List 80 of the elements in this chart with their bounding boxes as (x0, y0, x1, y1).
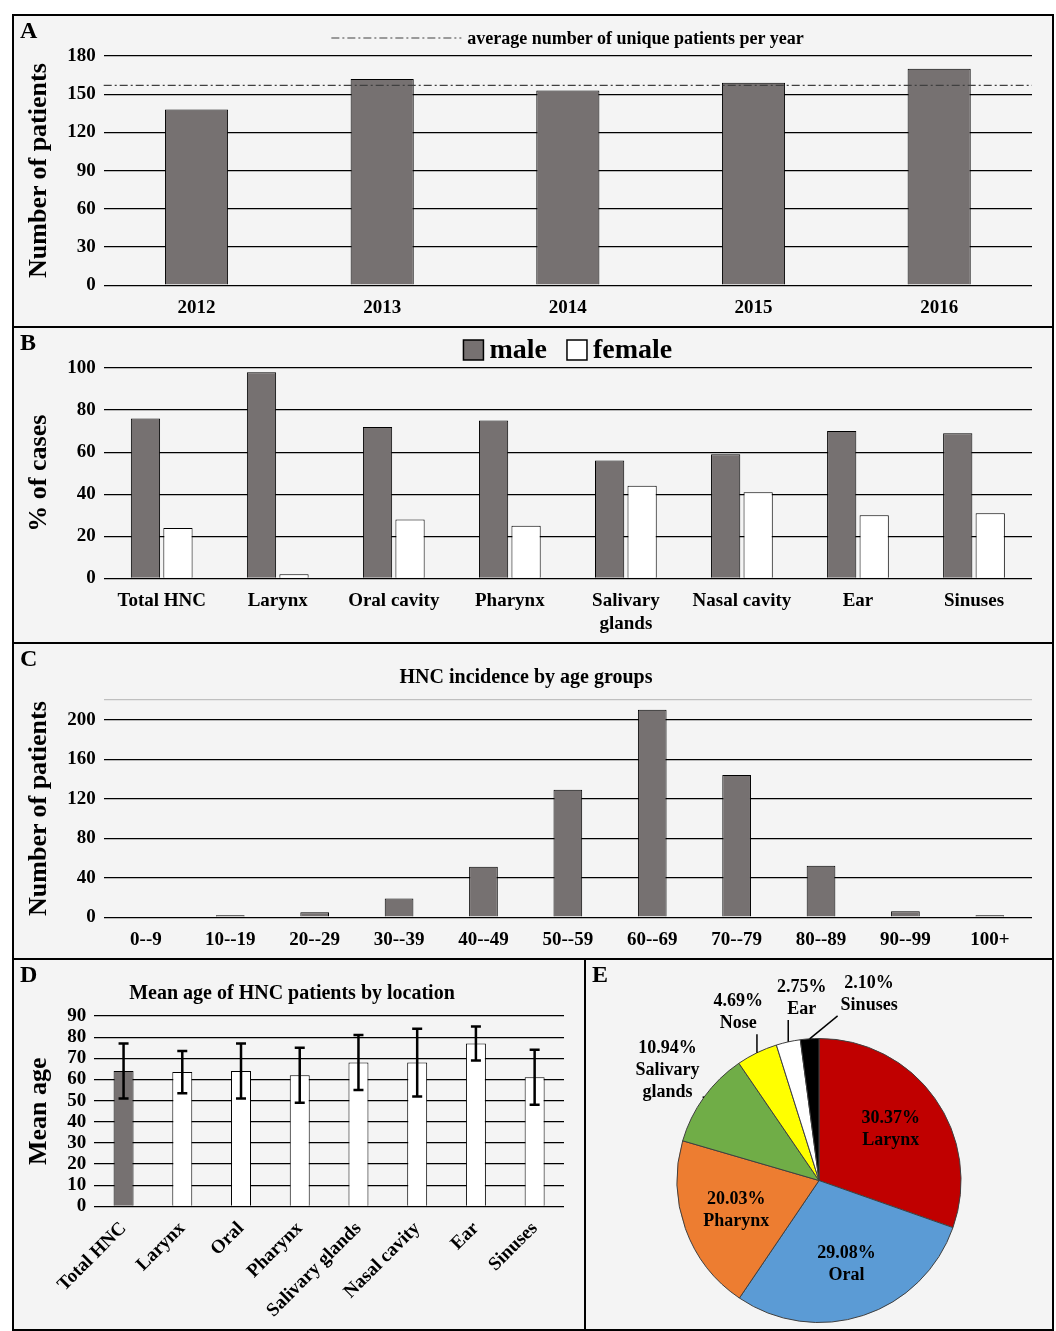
y-tick-label: 120 (67, 120, 96, 142)
y-tick-label: 30 (76, 234, 96, 256)
x-tick-label: Ear (445, 1216, 483, 1254)
y-tick-label: 90 (76, 158, 96, 180)
x-tick-label: 70--79 (711, 927, 762, 949)
y-tick-label: 50 (67, 1088, 87, 1110)
x-tick-label: 60--69 (626, 927, 678, 949)
slice-label: Larynx (862, 1129, 920, 1150)
y-tick-label: 0 (76, 1194, 87, 1216)
y-axis-title: Number of patients (23, 701, 53, 916)
slice-label: Sinuses (840, 993, 898, 1014)
y-tick-label: 40 (67, 1109, 87, 1131)
x-tick-label: Sinuses (943, 588, 1005, 610)
text: E (592, 961, 609, 988)
data-label: 30.37% (861, 1107, 921, 1128)
slice-label: Ear (787, 997, 817, 1018)
x-tick-label: 50--59 (542, 927, 594, 949)
chart-title: Mean age of HNC patients by location (129, 981, 455, 1005)
x-tick-label: 2014 (548, 295, 588, 317)
chart-title: HNC incidence by age groups (399, 665, 653, 689)
y-tick-label: 20 (76, 524, 96, 546)
y-tick-label: 40 (76, 865, 96, 887)
y-tick-label: 0 (86, 273, 96, 295)
x-tick-label: 2013 (363, 295, 402, 317)
y-tick-label: 90 (67, 1003, 87, 1025)
x-tick-label: 0--9 (130, 927, 162, 949)
x-tick-label: Pharynx (474, 588, 546, 610)
y-tick-label: 0 (86, 566, 96, 588)
y-tick-label: 70 (67, 1046, 87, 1068)
x-tick-label: Oral cavity (348, 588, 440, 610)
x-tick-label: 100+ (970, 927, 1010, 949)
text: A (20, 17, 38, 44)
y-tick-label: 80 (67, 1025, 87, 1047)
x-tick-label: 10--19 (204, 927, 256, 949)
ref-line-label: average number of unique patients per year (467, 27, 804, 48)
y-tick-label: 20 (67, 1152, 87, 1173)
y-tick-label: 0 (86, 905, 96, 927)
data-label: 29.08% (817, 1241, 876, 1262)
x-tick-label: Larynx (247, 588, 309, 610)
y-tick-label: 60 (67, 1067, 87, 1089)
y-tick-label: 80 (76, 826, 96, 848)
data-label: 20.03% (706, 1188, 766, 1209)
y-tick-label: 40 (76, 482, 96, 504)
legend-label: male (489, 333, 547, 365)
y-tick-label: 120 (67, 786, 96, 808)
x-tick-label: 2015 (734, 295, 773, 317)
y-tick-label: 160 (67, 747, 96, 769)
data-label: 10.94% (638, 1037, 697, 1058)
x-tick-label: 20--29 (289, 927, 341, 949)
x-tick-label: 2016 (920, 295, 959, 317)
legend-label: female (592, 333, 673, 365)
x-tick-label: Salivary glands (592, 588, 661, 633)
y-tick-label: 60 (76, 440, 96, 462)
text: D (20, 961, 38, 988)
x-tick-label: 2012 (177, 295, 216, 317)
y-tick-label: 180 (67, 43, 96, 65)
y-axis-title: Mean age (23, 1057, 53, 1165)
slice-label: Nose (719, 1011, 757, 1032)
slice-label: Salivary glands (635, 1059, 700, 1102)
x-tick-label: Total HNC (117, 588, 206, 610)
y-tick-label: 200 (67, 707, 96, 729)
y-tick-label: 10 (67, 1173, 87, 1195)
x-tick-label: Ear (842, 588, 874, 610)
data-label: 2.75% (777, 975, 827, 996)
data-label: 4.69% (713, 989, 764, 1010)
y-tick-label: 80 (76, 397, 96, 419)
y-axis-title: Number of patients (23, 63, 53, 278)
data-label: 2.10% (844, 971, 894, 992)
y-tick-label: 30 (67, 1130, 87, 1152)
text: C (20, 645, 38, 672)
x-tick-label: 80--89 (795, 927, 847, 949)
y-tick-label: 60 (76, 196, 96, 218)
x-tick-label: 30--39 (373, 927, 425, 949)
x-tick-label: Nasal cavity (692, 588, 792, 610)
x-tick-label: 90--99 (880, 927, 931, 949)
y-tick-label: 150 (67, 82, 96, 104)
text: B (20, 329, 37, 356)
y-tick-label: 100 (67, 355, 96, 377)
y-axis-title: % of cases (23, 414, 53, 532)
x-tick-label: 40--49 (458, 927, 509, 949)
